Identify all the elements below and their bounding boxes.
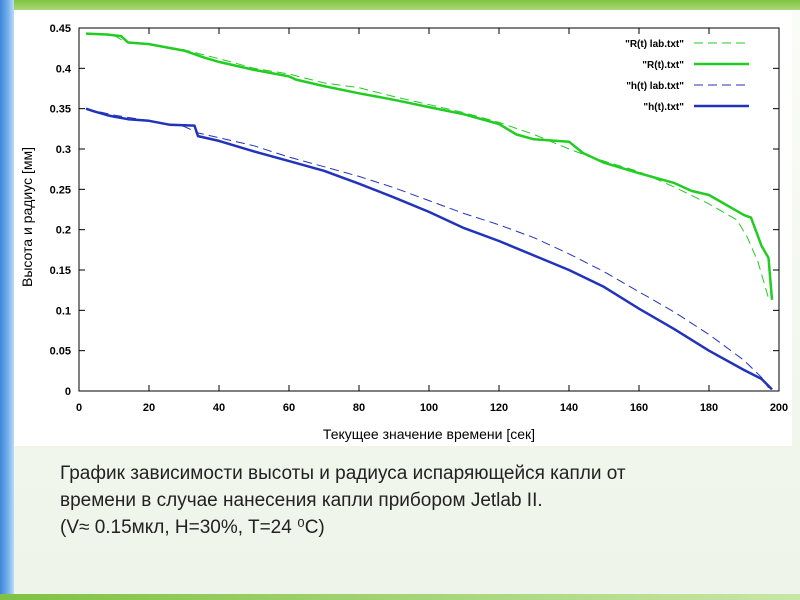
legend-label: "R(t) lab.txt" (625, 39, 684, 50)
line-chart: 0 0.05 0.1 0.15 0.2 0.25 0.3 0.35 0.4 0.45 0 20 40 6… (19, 23, 788, 442)
y-tick-label: 0.1 (56, 305, 71, 317)
series-line-4 (85, 107, 773, 391)
legend-label: "h(t).txt" (643, 102, 684, 113)
x-tick-label: 200 (770, 402, 788, 414)
decorative-bottom-stripe (0, 594, 800, 600)
x-tick-label: 100 (420, 402, 438, 414)
y-tick-label: 0.35 (50, 104, 71, 116)
caption-line-1: График зависимости высоты и радиуса испа… (60, 463, 626, 484)
series-line-2 (85, 32, 774, 300)
x-tick-label: 80 (353, 402, 365, 414)
caption-line-2: времени в случае нанесения капли приборо… (60, 490, 543, 511)
series-line-1 (85, 33, 769, 299)
legend-label: "h(t) lab.txt" (626, 81, 684, 92)
caption-line-3: (V≈ 0.15мкл, H=30%, T=24 ⁰C) (60, 517, 325, 538)
x-tick-label: 180 (700, 402, 718, 414)
legend-label: "R(t).txt" (642, 60, 684, 71)
y-axis-label: Высота и радиус [мм] (19, 147, 35, 287)
decorative-top-stripe (14, 0, 800, 10)
y-tick-label: 0.2 (56, 225, 71, 237)
x-tick-label: 140 (560, 402, 578, 414)
x-axis-label: Текущее значение времени [сек] (323, 426, 535, 442)
x-tick-label: 20 (143, 402, 155, 414)
y-tick-label: 0.45 (50, 23, 71, 35)
x-tick-label: 0 (76, 402, 82, 414)
y-tick-label: 0.05 (50, 346, 71, 358)
y-tick-label: 0.4 (56, 63, 72, 75)
x-tick-label: 40 (213, 402, 225, 414)
figure-caption: График зависимости высоты и радиуса испа… (60, 460, 795, 541)
y-tick-label: 0.25 (50, 184, 71, 196)
y-tick-label: 0.3 (56, 144, 71, 156)
x-tick-label: 160 (630, 402, 648, 414)
decorative-left-stripe (0, 0, 14, 600)
x-tick-label: 120 (490, 402, 508, 414)
y-tick-label: 0.15 (50, 265, 71, 277)
chart-panel: 0 0.05 0.1 0.15 0.2 0.25 0.3 0.35 0.4 0.45 0 20 40 6… (14, 10, 792, 446)
series-line-3 (85, 108, 769, 389)
y-tick-label: 0 (65, 386, 71, 398)
x-tick-label: 60 (283, 402, 295, 414)
